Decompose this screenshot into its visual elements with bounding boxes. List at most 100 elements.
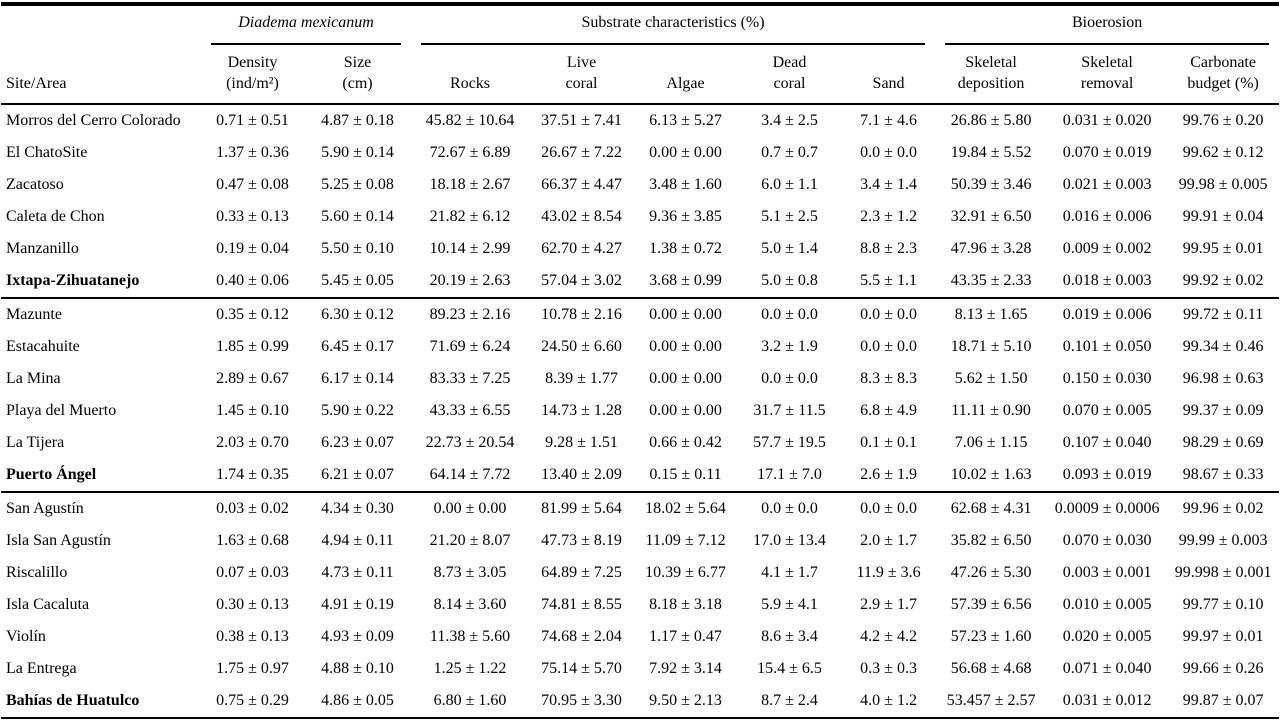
value-cell: 0.070 ± 0.005 <box>1062 402 1152 419</box>
table-row: Estacahuite 1.85 ± 0.99 6.45 ± 0.17 71.69 ±… <box>1 331 1279 363</box>
value-cell: 0.00 ± 0.00 <box>649 338 722 355</box>
col-header-density: Density (ind/m²) <box>201 45 304 105</box>
table-row: Riscalillo 0.07 ± 0.03 4.73 ± 0.11 8.73 ± 3… <box>1 557 1279 589</box>
value-cell: 0.40 ± 0.06 <box>201 265 304 299</box>
col-header-rocks: Rocks <box>411 45 530 105</box>
value-cell: 0.010 ± 0.005 <box>1062 596 1152 613</box>
value-cell: 5.90 ± 0.22 <box>321 402 394 419</box>
value-cell: 57.7 ± 19.5 <box>753 434 826 451</box>
value-cell: 6.30 ± 0.12 <box>321 306 394 323</box>
value-cell: 0.38 ± 0.13 <box>216 628 289 645</box>
value-cell: 57.04 ± 3.02 <box>529 265 635 299</box>
value-cell: 0.016 ± 0.006 <box>1062 208 1152 225</box>
value-cell: 0.0 ± 0.0 <box>860 306 917 323</box>
table-row: Bahías de Huatulco 0.75 ± 0.29 4.86 ± 0.05… <box>1 685 1280 719</box>
value-cell: 0.0009 ± 0.0006 <box>1054 500 1160 517</box>
value-cell: 0.33 ± 0.13 <box>216 208 289 225</box>
value-cell: 0.71 ± 0.51 <box>216 112 289 129</box>
value-cell: 47.96 ± 3.28 <box>950 240 1032 257</box>
value-cell: 8.14 ± 3.60 <box>433 596 507 613</box>
value-cell: 4.34 ± 0.30 <box>321 500 394 517</box>
table-row: Playa del Muerto 1.45 ± 0.10 5.90 ± 0.22 43… <box>1 395 1279 427</box>
value-cell: 1.85 ± 0.99 <box>216 338 289 355</box>
value-cell: 20.19 ± 2.63 <box>411 265 530 299</box>
value-cell: 83.33 ± 7.25 <box>429 370 511 387</box>
table-row: San Agustín 0.03 ± 0.02 4.34 ± 0.30 0.00 ± … <box>1 492 1279 525</box>
value-cell: 6.13 ± 5.27 <box>649 112 722 129</box>
value-cell: 6.45 ± 0.17 <box>321 338 394 355</box>
value-cell: 98.67 ± 0.33 <box>1167 459 1280 493</box>
value-cell: 2.89 ± 0.67 <box>216 370 289 387</box>
table-row: Morros del Cerro Colorado 0.71 ± 0.51 4.87… <box>1 104 1279 137</box>
value-cell: 89.23 ± 2.16 <box>429 306 511 323</box>
value-cell: 8.13 ± 1.65 <box>954 306 1028 323</box>
value-cell: 11.38 ± 5.60 <box>429 628 511 645</box>
value-cell: 0.47 ± 0.08 <box>216 176 289 193</box>
value-cell: 56.68 ± 4.68 <box>950 660 1032 677</box>
value-cell: 0.0 ± 0.0 <box>761 306 818 323</box>
value-cell: 4.94 ± 0.11 <box>321 532 394 549</box>
value-cell: 0.1 ± 0.1 <box>860 434 917 451</box>
col-header-site-area: Site/Area <box>1 45 201 105</box>
value-cell: 3.2 ± 1.9 <box>761 338 818 355</box>
value-cell: 0.00 ± 0.00 <box>433 500 507 517</box>
value-cell: 57.39 ± 6.56 <box>950 596 1032 613</box>
group-cell-diadema: Diadema mexicanum <box>201 4 411 45</box>
value-cell: 31.7 ± 11.5 <box>753 402 826 419</box>
value-cell: 43.02 ± 8.54 <box>541 208 622 225</box>
table-row: Ixtapa-Zihuatanejo 0.40 ± 0.06 5.45 ± 0.05… <box>1 265 1280 299</box>
value-cell: 0.019 ± 0.006 <box>1062 306 1152 323</box>
value-cell: 5.0 ± 1.4 <box>761 240 818 257</box>
value-cell: 62.70 ± 4.27 <box>541 240 622 257</box>
value-cell: 0.75 ± 0.29 <box>201 685 304 719</box>
value-cell: 0.107 ± 0.040 <box>1062 434 1152 451</box>
site-cell: Playa del Muerto <box>6 402 117 419</box>
table-row: Caleta de Chon 0.33 ± 0.13 5.60 ± 0.14 21.8… <box>1 201 1279 233</box>
value-cell: 98.29 ± 0.69 <box>1182 434 1264 451</box>
table-row: La Entrega 1.75 ± 0.97 4.88 ± 0.10 1.25 ± 1… <box>1 653 1279 685</box>
value-cell: 70.95 ± 3.30 <box>529 685 635 719</box>
value-cell: 5.5 ± 1.1 <box>842 265 936 299</box>
value-cell: 0.0 ± 0.0 <box>761 370 818 387</box>
group-label-diadema: Diadema mexicanum <box>238 14 374 31</box>
value-cell: 0.30 ± 0.13 <box>216 596 289 613</box>
value-cell: 8.8 ± 2.3 <box>860 240 917 257</box>
value-cell: 2.3 ± 1.2 <box>860 208 917 225</box>
value-cell: 17.1 ± 7.0 <box>737 459 843 493</box>
value-cell: 32.91 ± 6.50 <box>950 208 1032 225</box>
value-cell: 96.98 ± 0.63 <box>1182 370 1264 387</box>
group-cell-substrate: Substrate characteristics (%) <box>411 4 935 45</box>
value-cell: 4.87 ± 0.18 <box>321 112 394 129</box>
group-header-row: Diadema mexicanum Substrate characterist… <box>1 4 1279 45</box>
site-cell: Manzanillo <box>6 240 79 257</box>
value-cell: 99.96 ± 0.02 <box>1182 500 1264 517</box>
table-row: Isla Cacaluta 0.30 ± 0.13 4.91 ± 0.19 8.14 … <box>1 589 1279 621</box>
value-cell: 9.28 ± 1.51 <box>545 434 618 451</box>
site-cell: Estacahuite <box>6 338 80 355</box>
value-cell: 2.0 ± 1.7 <box>860 532 917 549</box>
site-cell: Caleta de Chon <box>6 208 105 225</box>
group-label-substrate: Substrate characteristics (%) <box>581 14 765 31</box>
value-cell: 6.8 ± 4.9 <box>860 402 917 419</box>
column-header-row: Site/Area Density (ind/m²) Size (cm) Roc… <box>1 45 1280 105</box>
table-row: Mazunte 0.35 ± 0.12 6.30 ± 0.12 89.23 ± 2.1… <box>1 298 1279 331</box>
value-cell: 99.62 ± 0.12 <box>1182 144 1264 161</box>
value-cell: 18.71 ± 5.10 <box>950 338 1032 355</box>
value-cell: 99.97 ± 0.01 <box>1182 628 1264 645</box>
col-header-carbonate-budget: Carbonate budget (%) <box>1167 45 1280 105</box>
site-cell: Isla Cacaluta <box>6 596 90 613</box>
value-cell: 6.0 ± 1.1 <box>761 176 818 193</box>
site-cell: Mazunte <box>6 306 62 323</box>
value-cell: 0.0 ± 0.0 <box>860 144 917 161</box>
value-cell: 4.73 ± 0.11 <box>321 564 394 581</box>
value-cell: 1.63 ± 0.68 <box>216 532 289 549</box>
value-cell: 0.021 ± 0.003 <box>1062 176 1152 193</box>
value-cell: 15.4 ± 6.5 <box>757 660 822 677</box>
value-cell: 0.07 ± 0.03 <box>216 564 289 581</box>
value-cell: 35.82 ± 6.50 <box>950 532 1032 549</box>
col-header-algae: Algae <box>634 45 738 105</box>
value-cell: 0.00 ± 0.00 <box>649 370 722 387</box>
value-cell: 6.80 ± 1.60 <box>411 685 530 719</box>
value-cell: 5.90 ± 0.14 <box>321 144 394 161</box>
